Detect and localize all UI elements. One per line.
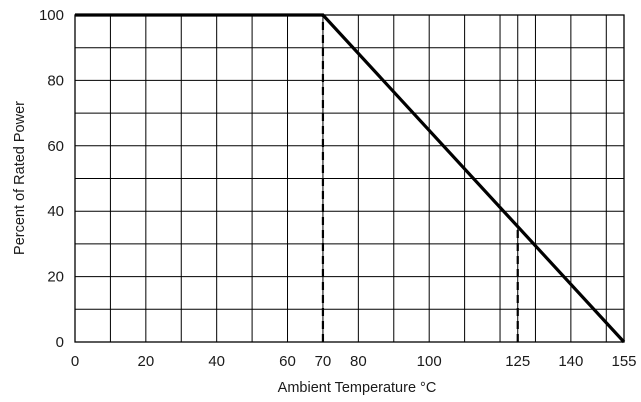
x-tick-label: 125 bbox=[505, 353, 530, 370]
x-tick-label: 140 bbox=[558, 353, 583, 370]
reference-lines bbox=[321, 15, 519, 342]
grid bbox=[74, 14, 625, 343]
plot-border bbox=[74, 14, 625, 343]
x-tick-label: 0 bbox=[71, 353, 79, 370]
y-tick-labels: 0 20 40 60 80 100 bbox=[39, 7, 64, 351]
y-tick-label: 20 bbox=[47, 269, 64, 286]
x-tick-label: 20 bbox=[137, 353, 154, 370]
x-tick-labels: 0 20 40 60 70 80 100 125 140 155 bbox=[71, 353, 637, 370]
x-tick-label: 70 bbox=[315, 353, 332, 370]
series-line bbox=[75, 13, 626, 344]
y-tick-label: 40 bbox=[47, 203, 64, 220]
x-tick-label: 60 bbox=[279, 353, 296, 370]
series-layer bbox=[75, 13, 626, 344]
y-axis-label: Percent of Rated Power bbox=[12, 101, 28, 255]
x-axis-label: Ambient Temperature °C bbox=[278, 380, 437, 396]
y-tick-label: 100 bbox=[39, 7, 64, 24]
x-tick-label: 40 bbox=[208, 353, 225, 370]
x-tick-label: 155 bbox=[611, 353, 636, 370]
y-tick-label: 80 bbox=[47, 72, 64, 89]
y-tick-label: 0 bbox=[56, 334, 64, 351]
x-tick-label: 80 bbox=[350, 353, 367, 370]
x-tick-label: 100 bbox=[417, 353, 442, 370]
y-tick-label: 60 bbox=[47, 138, 64, 155]
